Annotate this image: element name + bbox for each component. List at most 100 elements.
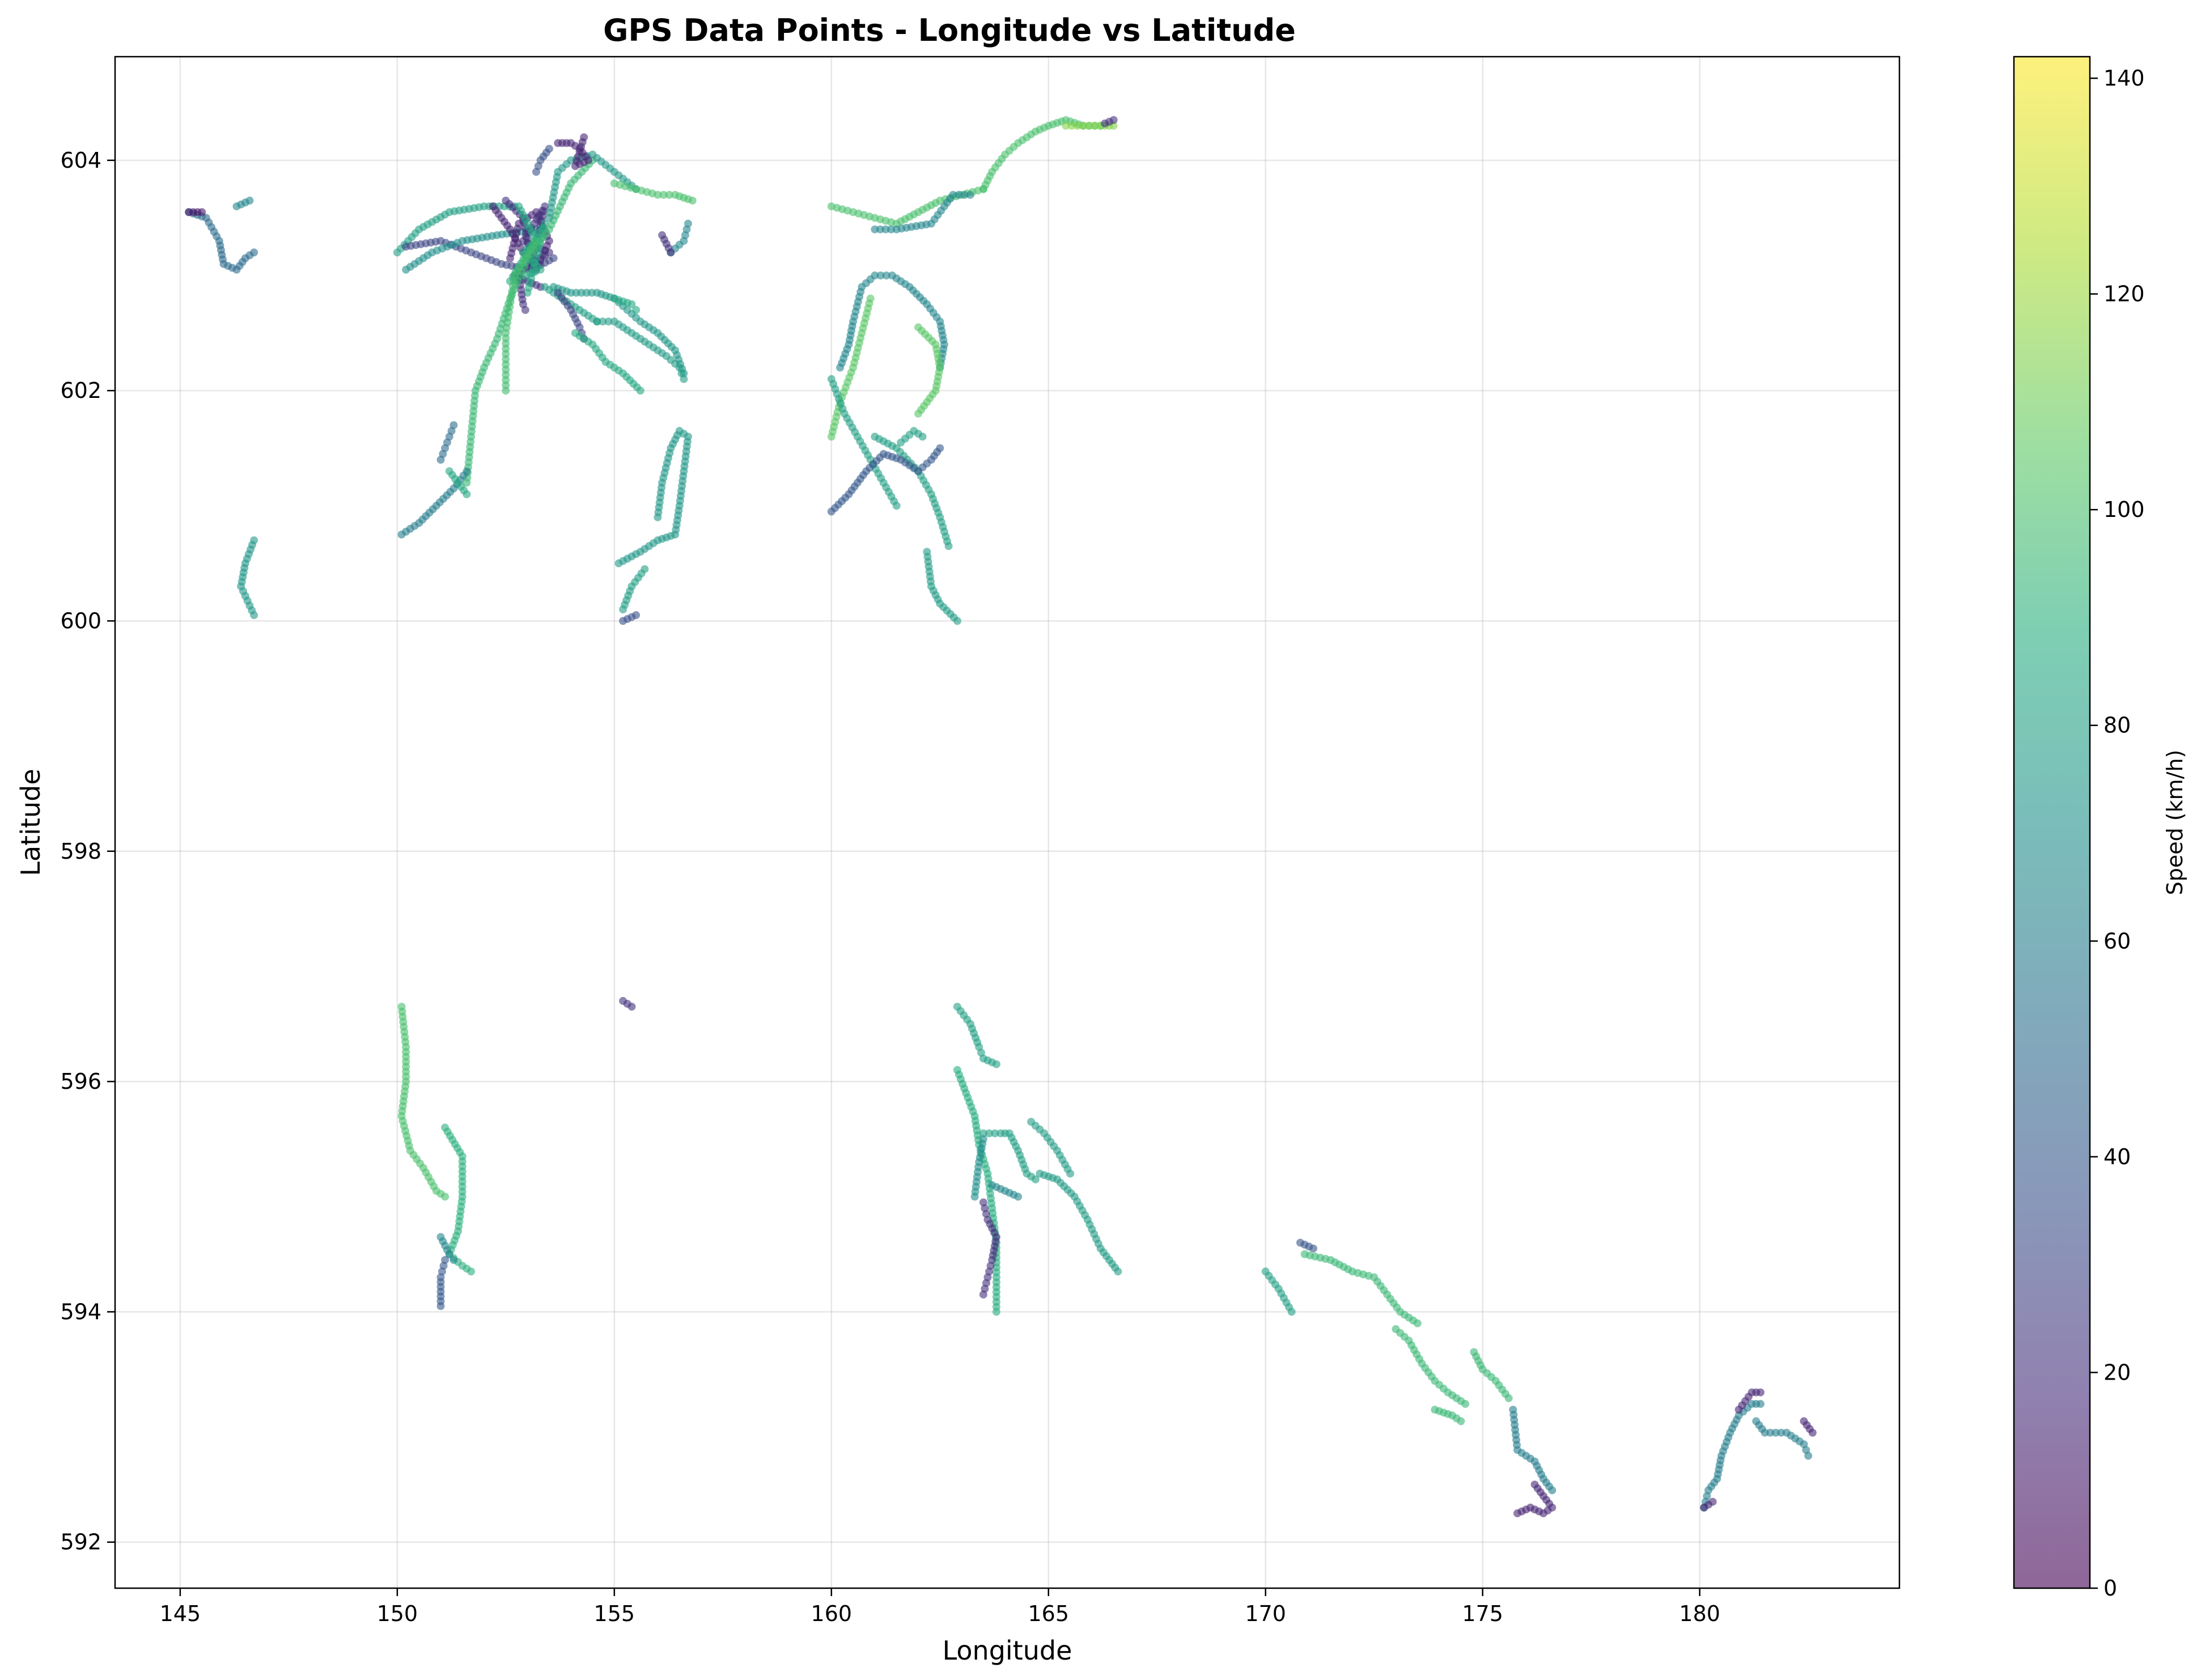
gps-point: [1062, 121, 1070, 130]
y-tick-label: 600: [60, 608, 101, 633]
gps-point: [1031, 1175, 1040, 1183]
gps-point: [1066, 1169, 1075, 1178]
gps-point: [627, 300, 636, 308]
gps-point: [636, 387, 644, 395]
gps-point: [667, 248, 675, 257]
gps-point: [659, 190, 668, 199]
colorbar-ticks: 0 20 40 60 80 100 120 140: [2090, 66, 2145, 1601]
gps-point: [1808, 1428, 1817, 1437]
plot-area: [115, 57, 1899, 1588]
gps-point: [467, 1267, 476, 1276]
gps-point: [250, 611, 258, 620]
x-tick-label: 165: [1028, 1601, 1069, 1626]
gps-point: [918, 432, 927, 441]
gps-point: [1708, 1497, 1717, 1506]
y-tick-label: 598: [60, 839, 101, 864]
y-tick-label: 592: [60, 1530, 101, 1555]
colorbar-tick-label: 60: [2103, 928, 2131, 953]
colorbar-tick-label: 20: [2103, 1360, 2131, 1385]
gps-point: [1766, 1428, 1775, 1437]
gps-point: [654, 190, 662, 199]
y-tick-label: 596: [60, 1069, 101, 1094]
x-tick-label: 160: [811, 1601, 852, 1626]
gps-point: [1085, 121, 1093, 130]
y-axis-label: Latitude: [15, 769, 46, 876]
x-axis-label: Longitude: [943, 1635, 1072, 1666]
gps-point: [549, 254, 558, 262]
gps-point: [1114, 1267, 1122, 1276]
gps-point: [1309, 1244, 1317, 1253]
colorbar-tick-label: 120: [2103, 282, 2145, 307]
colorbar-tick-label: 40: [2103, 1144, 2131, 1169]
gps-point: [604, 317, 613, 326]
gps-point: [985, 1129, 994, 1138]
x-tick-label: 180: [1679, 1601, 1720, 1626]
grid-lines: [115, 57, 1899, 1588]
gps-point: [665, 190, 673, 199]
gps-point: [827, 432, 835, 441]
x-tick-label: 175: [1462, 1601, 1503, 1626]
y-tick-label: 604: [60, 148, 101, 173]
gps-point: [1756, 1388, 1765, 1397]
gps-point: [881, 225, 890, 234]
plot-frame: [114, 56, 1901, 1589]
x-tick-label: 155: [594, 1601, 635, 1626]
gps-point: [1287, 1308, 1296, 1316]
gps-point: [680, 375, 688, 383]
gps-point: [966, 190, 974, 199]
gps-point: [1079, 121, 1087, 130]
x-tick-label: 145: [160, 1601, 201, 1626]
gps-point: [532, 237, 540, 245]
gps-point: [1777, 1428, 1785, 1437]
gps-point: [871, 271, 879, 279]
y-axis-ticks: 592 594 596 598 600 602 604: [60, 148, 115, 1555]
gps-point: [876, 271, 885, 279]
gps-point: [871, 225, 879, 234]
gps-point: [245, 196, 254, 205]
y-tick-label: 602: [60, 378, 101, 403]
gps-point: [441, 1256, 449, 1264]
scatter-points: [185, 116, 1817, 1517]
gps-point: [580, 133, 588, 142]
gps-point: [198, 208, 206, 217]
gps-point: [979, 1129, 987, 1138]
gps-point: [887, 225, 896, 234]
gps-point: [1771, 1428, 1780, 1437]
gps-point: [441, 1193, 449, 1201]
gps-point: [593, 317, 601, 326]
gps-point: [641, 565, 649, 574]
gps-point: [882, 271, 890, 279]
x-axis-ticks: 145 150 155 160 165 170 175 180: [160, 1588, 1720, 1626]
gps-point: [892, 502, 901, 510]
gps-point: [1067, 121, 1076, 130]
colorbar-frame: [2013, 56, 2091, 1589]
gps-point: [979, 1135, 987, 1143]
x-tick-label: 170: [1245, 1601, 1286, 1626]
gps-point: [1457, 1417, 1465, 1426]
chart-title: GPS Data Points - Longitude vs Latitude: [603, 12, 1296, 48]
gps-point: [1413, 1319, 1422, 1327]
gps-point: [449, 421, 458, 430]
colorbar-tick-label: 0: [2103, 1576, 2117, 1601]
gps-point: [250, 248, 258, 257]
colorbar-tick-label: 100: [2103, 497, 2145, 522]
gps-point: [449, 1256, 458, 1264]
gps-point: [463, 467, 471, 476]
gps-point: [1073, 121, 1081, 130]
gps-point: [992, 1308, 1000, 1316]
gps-point: [506, 254, 514, 262]
gps-point: [979, 1198, 987, 1207]
gps-point: [599, 317, 607, 326]
gps-point: [953, 617, 961, 625]
y-tick-label: 594: [60, 1299, 101, 1324]
gps-point: [1461, 1399, 1470, 1408]
gps-point: [992, 1060, 1000, 1068]
gps-point: [1504, 1394, 1513, 1402]
gps-point: [991, 1129, 999, 1138]
gps-point: [688, 196, 697, 205]
x-tick-label: 150: [377, 1601, 418, 1626]
gps-point: [1756, 1399, 1765, 1408]
colorbar-tick-label: 80: [2103, 713, 2131, 738]
gps-point: [632, 306, 641, 314]
